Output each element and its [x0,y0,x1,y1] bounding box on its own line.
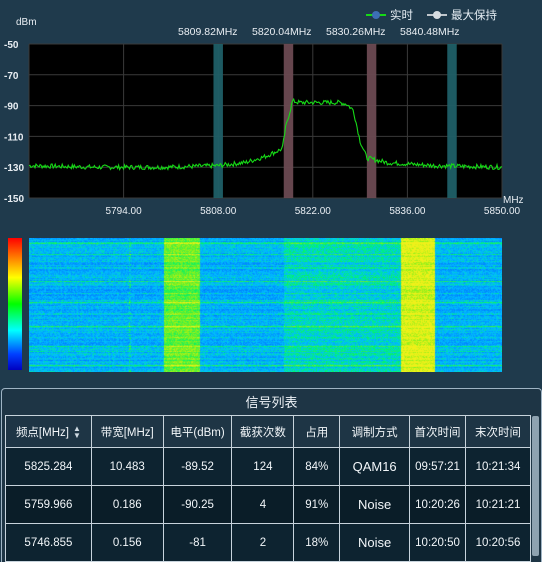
cell-capture-count: 4 [231,485,295,524]
channel-band [366,44,377,198]
legend-maxhold-label: 最大保持 [451,10,497,22]
col-header-last-time[interactable]: 末次时间 [465,415,531,448]
cell-occupancy: 91% [293,485,341,524]
x-tick-label: 5794.00 [106,206,143,217]
cell-capture-count: 124 [231,447,295,486]
y-tick-label: -90 [4,102,19,113]
channel-band [283,44,294,198]
cell-last-time: 10:21:34 [465,447,531,486]
signal-list-panel: 信号列表 频点[MHz] ▲ ▼ 带宽[MHz] 电平(dBm) 截获次数 占用 调… [1,388,542,562]
table-row[interactable]: 5825.284 10.483 -89.52 124 84% QAM16 09:… [5,447,531,486]
cell-frequency: 5746.855 [5,523,92,562]
y-tick-label: -130 [4,163,24,174]
cell-level: -89.52 [162,447,233,486]
plot-area [29,44,502,198]
x-tick-label: 5836.00 [389,206,426,217]
cell-level: -90.25 [162,485,233,524]
marker-frequency-label: 5840.48MHz [400,26,460,38]
signal-list-title: 信号列表 [245,395,298,410]
col-header-occupancy[interactable]: 占用 [293,415,341,448]
y-tick-label: -50 [4,40,19,51]
y-tick-label: -70 [4,71,19,82]
legend-maxhold-swatch-icon [427,11,447,19]
sort-icon[interactable]: ▲ ▼ [72,424,81,441]
signal-table: 频点[MHz] ▲ ▼ 带宽[MHz] 电平(dBm) 截获次数 占用 调制方式 首… [5,415,531,562]
col-header-first-time[interactable]: 首次时间 [409,415,467,448]
marker-frequency-label: 5820.04MHz [252,26,312,38]
cell-first-time: 10:20:26 [409,485,467,524]
cell-frequency: 5759.966 [5,485,92,524]
legend-realtime[interactable]: 实时 [366,7,413,23]
spectrum-svg: -50 -70 -90 -110 -130 -150 5794.00 5808.00 5822.… [4,17,524,217]
cell-last-time: 10:21:21 [465,485,531,524]
cell-first-time: 09:57:21 [409,447,467,486]
channel-band [447,44,457,198]
table-row[interactable]: 5746.855 0.156 -81 2 18% Noise 10:20:50 … [5,523,531,562]
table-header-row: 频点[MHz] ▲ ▼ 带宽[MHz] 电平(dBm) 截获次数 占用 调制方式 首… [5,415,531,448]
cell-bandwidth: 0.156 [90,523,164,562]
x-tick-label: 5808.00 [200,206,237,217]
waterfall-color-scale [8,238,22,370]
cell-modulation: QAM16 [339,447,411,486]
cell-modulation: Noise [339,523,411,562]
marker-frequency-label: 5809.82MHz [178,26,238,38]
marker-frequency-label: 5830.26MHz [326,26,386,38]
cell-bandwidth: 0.186 [90,485,164,524]
cell-bandwidth: 10.483 [90,447,164,486]
y-axis-unit: dBm [16,17,37,28]
col-header-capture-count[interactable]: 截获次数 [231,415,295,448]
y-tick-label: -110 [4,132,24,143]
cell-frequency: 5825.284 [5,447,92,486]
cell-occupancy: 84% [293,447,341,486]
col-header-level[interactable]: 电平(dBm) [162,415,233,448]
cell-modulation: Noise [339,485,411,524]
y-tick-label: -150 [4,194,24,205]
spectrum-trace [28,97,503,171]
legend-realtime-label: 实时 [390,10,413,22]
x-tick-label: 5850.00 [484,206,521,217]
x-axis-unit: MHz [503,195,524,206]
spectrum-chart: -50 -70 -90 -110 -130 -150 5794.00 5808.00 5822.… [0,0,542,232]
cell-occupancy: 18% [293,523,341,562]
cell-first-time: 10:20:50 [409,523,467,562]
legend-maxhold[interactable]: 最大保持 [427,7,497,23]
table-row[interactable]: 5759.966 0.186 -90.25 4 91% Noise 10:20:… [5,485,531,524]
x-tick-label: 5822.00 [295,206,332,217]
cell-level: -81 [162,523,233,562]
waterfall-display [29,238,502,372]
col-header-frequency[interactable]: 频点[MHz] ▲ ▼ [5,415,92,448]
cell-last-time: 10:20:56 [465,523,531,562]
table-scrollbar[interactable] [532,416,539,556]
legend: 实时 最大保持 [366,7,497,23]
col-header-bandwidth[interactable]: 带宽[MHz] [90,415,164,448]
cell-capture-count: 2 [231,523,295,562]
col-header-modulation[interactable]: 调制方式 [339,415,411,448]
channel-band [213,44,223,198]
legend-realtime-swatch-icon [366,11,386,19]
